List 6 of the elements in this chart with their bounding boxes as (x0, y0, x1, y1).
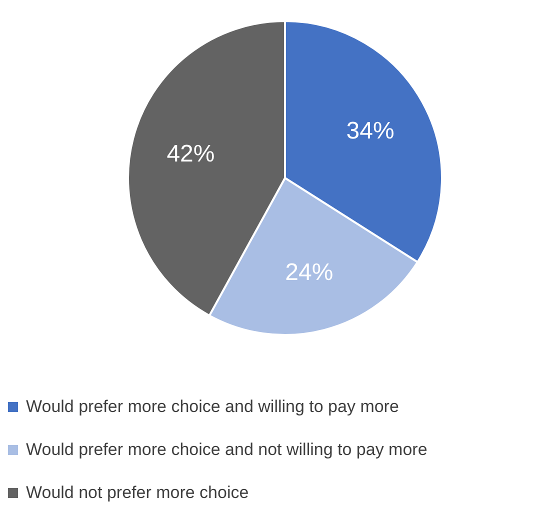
legend-label: Would not prefer more choice (26, 482, 249, 502)
legend-label: Would prefer more choice and not willing to pay more (26, 440, 428, 460)
legend-label: Would prefer more choice and willing to pay more (26, 396, 399, 416)
data-label: 24% (285, 258, 334, 286)
data-label: 34% (346, 118, 394, 145)
data-label: 42% (166, 140, 215, 168)
